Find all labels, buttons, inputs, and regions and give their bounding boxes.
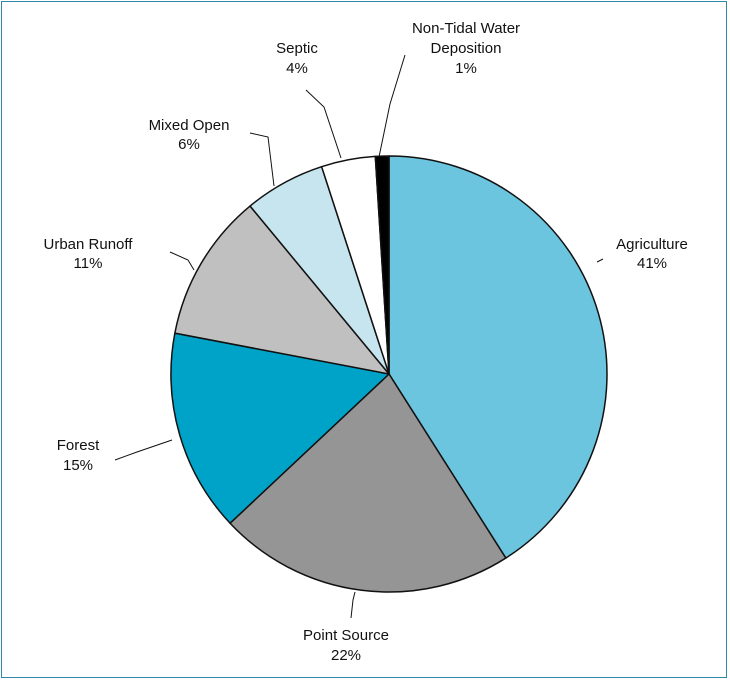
label-agriculture-pct: 41% bbox=[637, 255, 667, 272]
leader-line-forest bbox=[114, 439, 173, 461]
label-agriculture-name: Agriculture bbox=[616, 236, 688, 253]
leader-line-point-source bbox=[350, 591, 356, 619]
pie-slice-forest bbox=[170, 332, 390, 524]
leader-line-agriculture bbox=[596, 258, 604, 263]
leader-lines bbox=[114, 54, 604, 619]
label-point-source-pct: 22% bbox=[331, 647, 361, 664]
label-septic-pct: 4% bbox=[286, 60, 308, 77]
label-point-source-name: Point Source bbox=[303, 627, 389, 644]
label-mixed-open-name: Mixed Open bbox=[149, 117, 230, 134]
leader-line-septic bbox=[305, 89, 342, 159]
leader-line-urban-runoff bbox=[169, 251, 195, 271]
label-non-tidal-name-line2: Deposition bbox=[431, 40, 502, 57]
label-urban-runoff-name: Urban Runoff bbox=[44, 236, 134, 253]
label-mixed-open-pct: 6% bbox=[178, 136, 200, 153]
pie-slice-non-tidal-water-deposition bbox=[374, 155, 390, 375]
pie-slice-urban-runoff bbox=[174, 205, 390, 375]
pie-slices bbox=[170, 155, 608, 593]
label-forest-name: Forest bbox=[57, 437, 100, 454]
pie-slice-point-source bbox=[229, 373, 507, 593]
pie-slice-agriculture bbox=[388, 155, 608, 559]
leader-line-mixed-open bbox=[249, 132, 275, 187]
label-septic-name: Septic bbox=[276, 40, 318, 57]
label-non-tidal-name-line1: Non-Tidal Water bbox=[412, 20, 520, 37]
leader-line-non-tidal-water-deposition bbox=[378, 54, 406, 158]
label-urban-runoff-pct: 11% bbox=[74, 255, 103, 272]
label-forest-pct: 15% bbox=[63, 457, 93, 474]
label-non-tidal-pct: 1% bbox=[455, 60, 477, 77]
